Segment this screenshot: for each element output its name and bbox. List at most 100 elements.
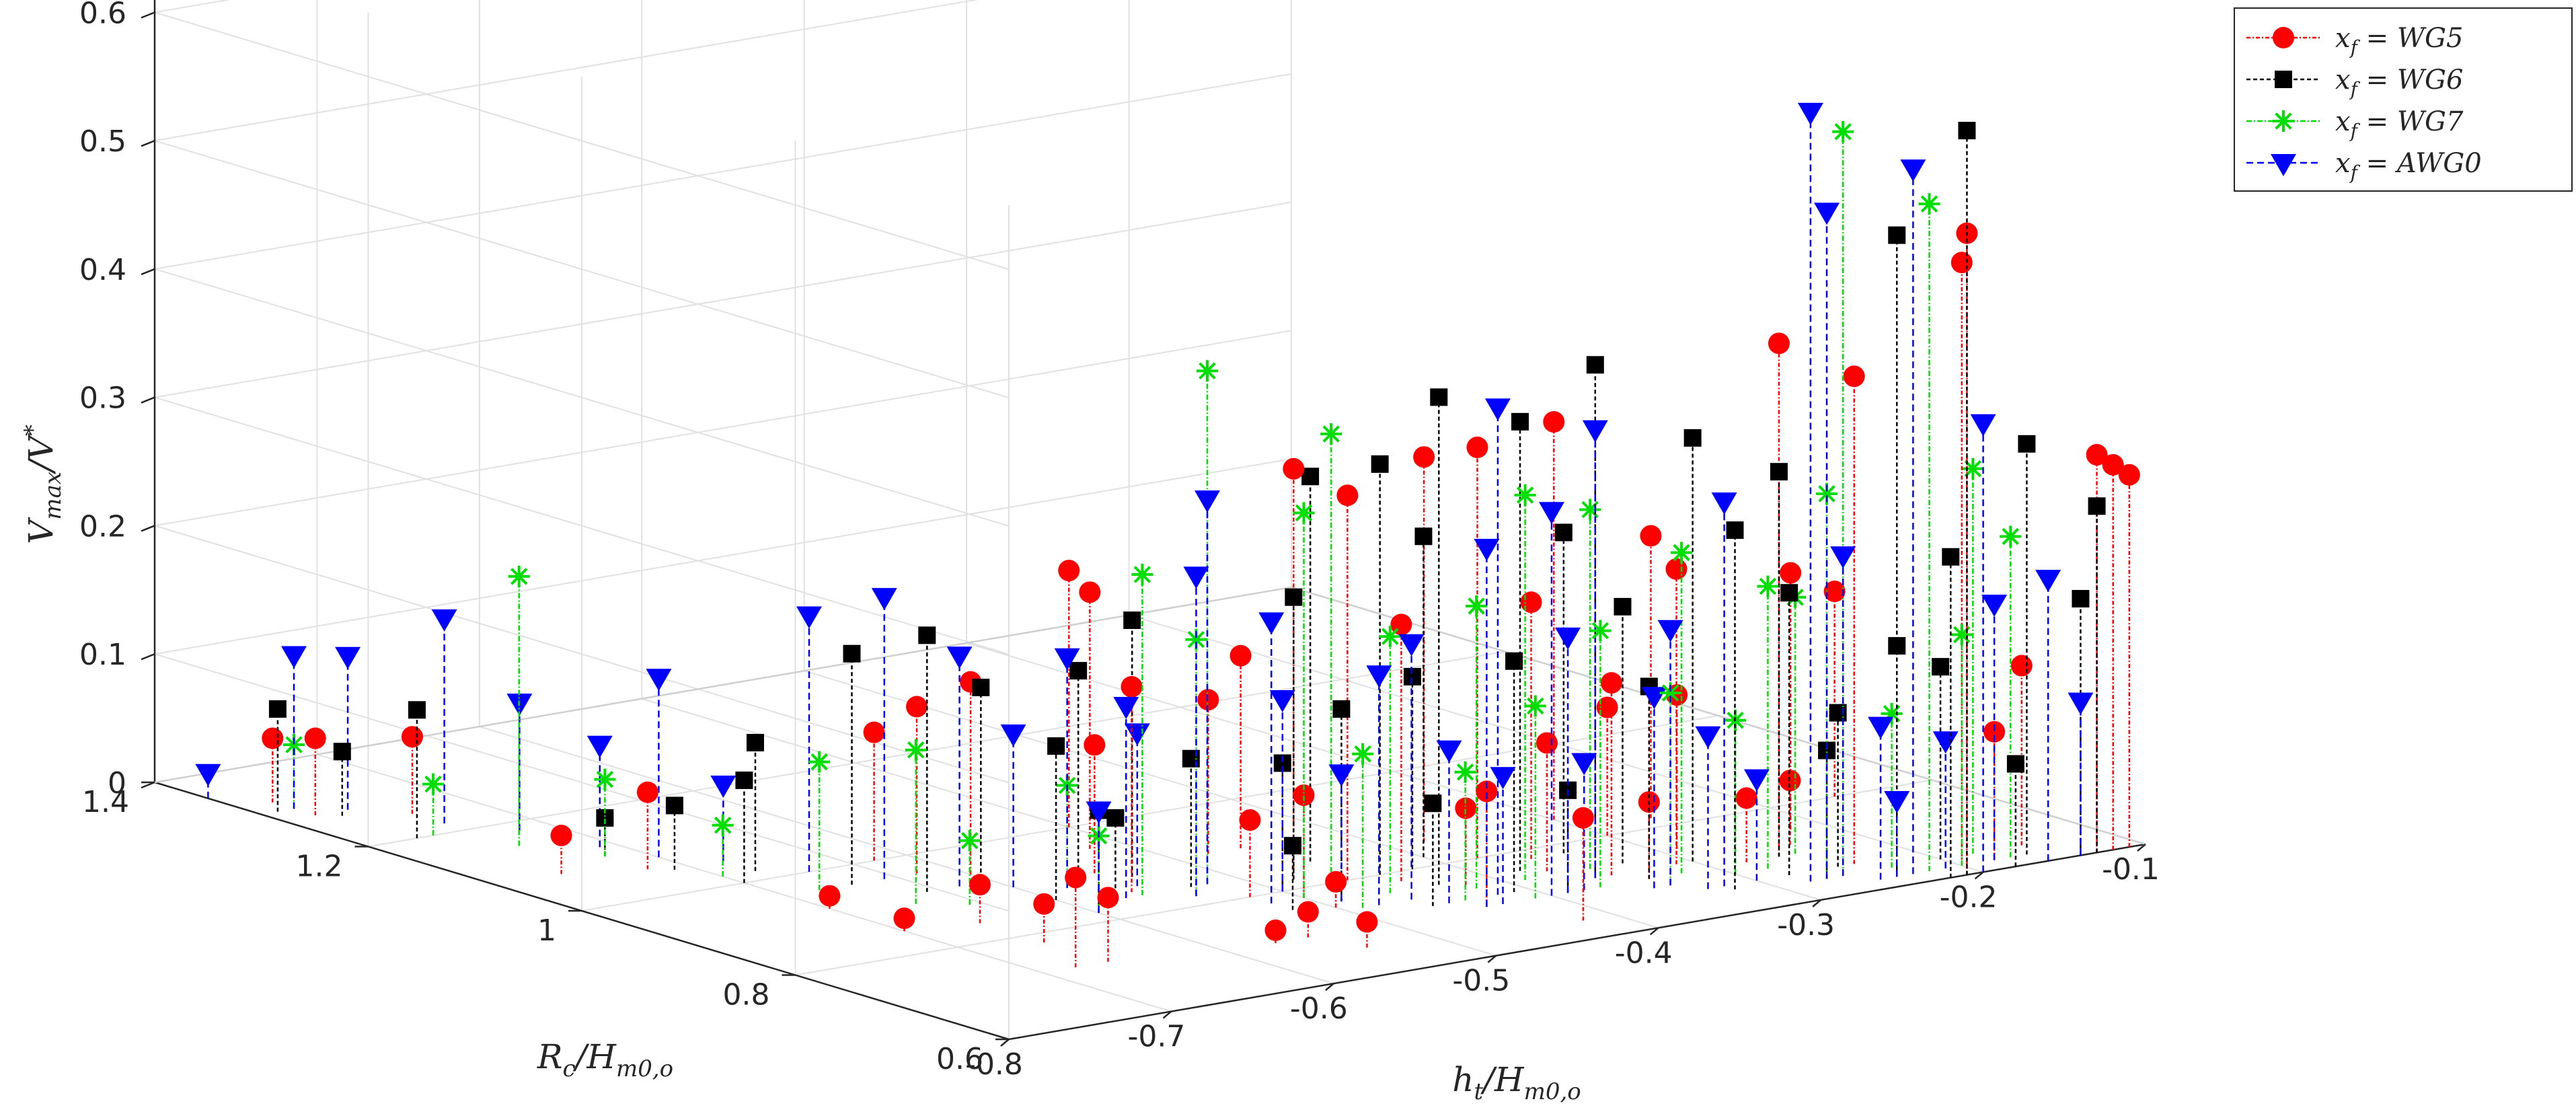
data-point-WG5 <box>1596 696 1618 836</box>
data-point-WG6 <box>1505 652 1523 893</box>
tick-mark <box>1000 1039 1010 1047</box>
z-tick-label: 0.4 <box>79 253 126 287</box>
marker-triangle-down <box>1054 648 1080 671</box>
data-point-WG7 <box>1757 575 1779 869</box>
data-point-WG7 <box>1659 682 1681 886</box>
marker-triangle-down <box>1474 538 1500 561</box>
x-tick-label: -0.3 <box>1777 908 1835 942</box>
marker-star <box>1524 695 1546 717</box>
gridline-y-floor <box>368 650 1505 848</box>
marker-circle <box>1084 734 1106 756</box>
marker-circle <box>893 907 915 930</box>
marker-circle <box>2102 453 2124 476</box>
data-point-AWG0 <box>1269 690 1295 892</box>
data-point-WG5 <box>1572 807 1594 921</box>
data-point-WG7 <box>1832 120 1854 877</box>
marker-circle <box>1097 887 1119 909</box>
data-point-WG5 <box>1097 887 1119 962</box>
marker-square <box>1332 700 1351 718</box>
gridline-y-floor <box>581 715 1719 911</box>
tick-mark <box>141 11 155 19</box>
data-point-WG5 <box>1336 484 1359 881</box>
marker-circle <box>636 781 658 803</box>
marker-triangle-down <box>1932 731 1959 754</box>
marker-circle <box>1823 581 1846 603</box>
data-point-WG6 <box>1932 658 1950 860</box>
marker-circle <box>550 824 572 846</box>
data-point-WG6 <box>1511 412 1529 871</box>
data-point-WG6 <box>1554 523 1573 854</box>
data-point-WG5 <box>1640 525 1662 819</box>
marker-star <box>1962 457 1984 480</box>
marker-square <box>1554 523 1573 542</box>
data-point-WG7 <box>1918 193 1940 872</box>
tick-mark <box>141 268 155 276</box>
data-point-WG5 <box>1413 446 1435 842</box>
marker-circle <box>906 696 928 718</box>
marker-triangle-down <box>1981 595 2008 618</box>
marker-triangle-down <box>1657 620 1683 642</box>
tick-mark <box>1162 1010 1172 1019</box>
x-tick-label: -0.5 <box>1452 964 1510 998</box>
tick-mark <box>1649 927 1659 936</box>
marker-circle <box>1950 252 1973 274</box>
legend-entry-WG6: xf = WG6 <box>2246 65 2463 100</box>
data-point-WG5 <box>1065 866 1087 967</box>
data-point-WG5 <box>819 885 841 909</box>
tick-mark <box>1487 955 1497 963</box>
marker-circle <box>1779 770 1801 792</box>
data-point-WG6 <box>735 771 753 883</box>
marker-circle <box>2086 444 2108 466</box>
tick-mark <box>1812 899 1821 907</box>
marker-triangle-down <box>1582 420 1608 443</box>
y-tick-label: 0.6 <box>936 1042 983 1076</box>
data-point-WG6 <box>333 743 351 816</box>
marker-circle <box>262 727 284 749</box>
x-tick-label: -0.1 <box>2102 852 2160 887</box>
data-point-WG6 <box>1047 737 1065 900</box>
z-tick-label: 0.2 <box>79 509 126 544</box>
marker-star <box>1832 120 1854 143</box>
marker-triangle-down <box>281 646 307 669</box>
data-point-AWG0 <box>1398 634 1425 900</box>
floor-edge <box>1291 586 2146 846</box>
marker-square <box>843 644 861 663</box>
data-point-WG5 <box>304 727 326 816</box>
legend-marker-triangle-down <box>2271 154 2296 176</box>
marker-square <box>1284 837 1301 855</box>
data-point-WG6 <box>1586 356 1604 879</box>
marker-triangle-down <box>646 669 672 692</box>
data-point-WG6 <box>1683 429 1702 862</box>
marker-circle <box>1780 562 1802 584</box>
marker-circle <box>1413 446 1435 468</box>
marker-circle <box>1596 696 1618 718</box>
marker-circle <box>1476 780 1498 803</box>
data-point-AWG0 <box>1900 159 1926 874</box>
marker-square <box>1770 463 1788 481</box>
data-point-AWG0 <box>1657 620 1683 886</box>
data-point-WG7 <box>958 829 981 905</box>
tick-labels: -0.8 -0.7 -0.6 -0.5 -0.4 -0.3 -0.2 -0.1 0.6 0.8 1 1… <box>79 0 2160 1082</box>
marker-square <box>1505 652 1523 670</box>
x-tick-label: -0.4 <box>1615 936 1673 970</box>
tick-mark <box>141 396 155 404</box>
marker-circle <box>2118 463 2140 486</box>
marker-square <box>2072 590 2090 608</box>
data-point-WG6 <box>1942 548 1960 878</box>
data-point-WG6 <box>1332 700 1351 902</box>
y-tick-label: 1 <box>537 914 556 948</box>
data-point-WG5 <box>1121 675 1143 893</box>
legend-marker-circle <box>2273 27 2294 48</box>
data-point-AWG0 <box>1484 398 1511 895</box>
data-point-WG6 <box>1958 122 1976 875</box>
marker-star <box>1379 626 1401 648</box>
marker-triangle-down <box>1571 753 1597 776</box>
marker-square <box>1430 388 1448 406</box>
marker-circle <box>819 885 841 907</box>
marker-triangle-down <box>2068 692 2094 715</box>
marker-square <box>1683 429 1702 447</box>
data-point-AWG0 <box>646 669 672 858</box>
data-point-AWG0 <box>1183 566 1209 897</box>
marker-square <box>1829 704 1847 722</box>
